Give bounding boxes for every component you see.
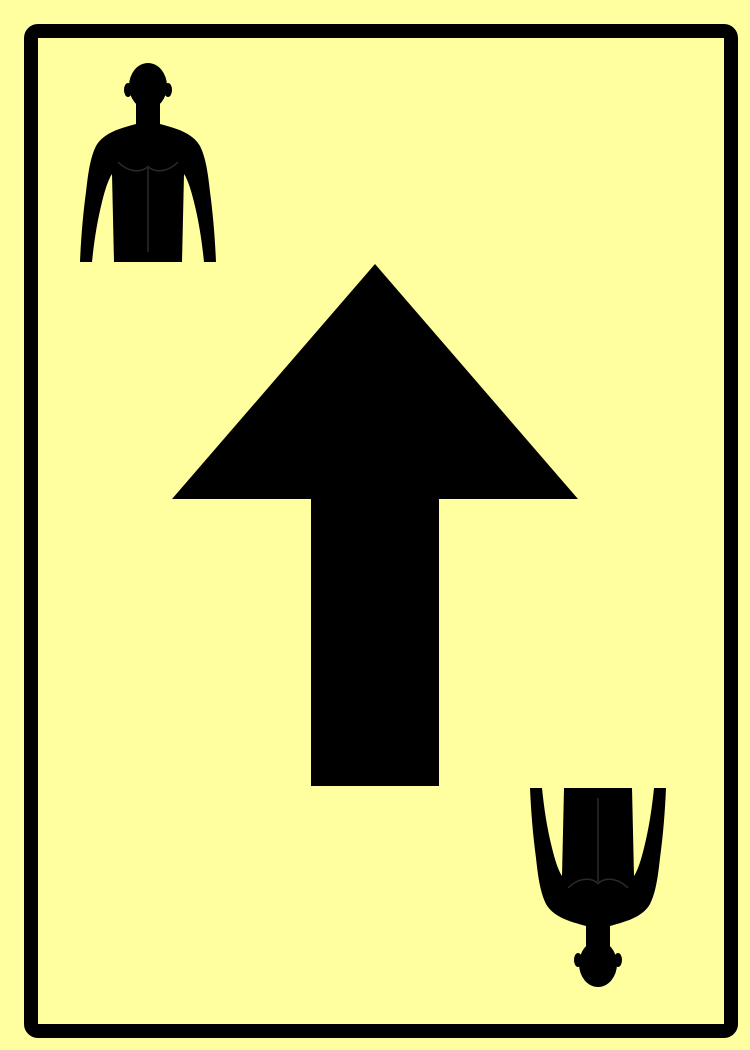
person-silhouette-icon	[528, 788, 668, 988]
person-silhouette-icon	[78, 62, 218, 262]
arrow-up-icon	[172, 264, 578, 786]
card[interactable]	[24, 24, 738, 1038]
